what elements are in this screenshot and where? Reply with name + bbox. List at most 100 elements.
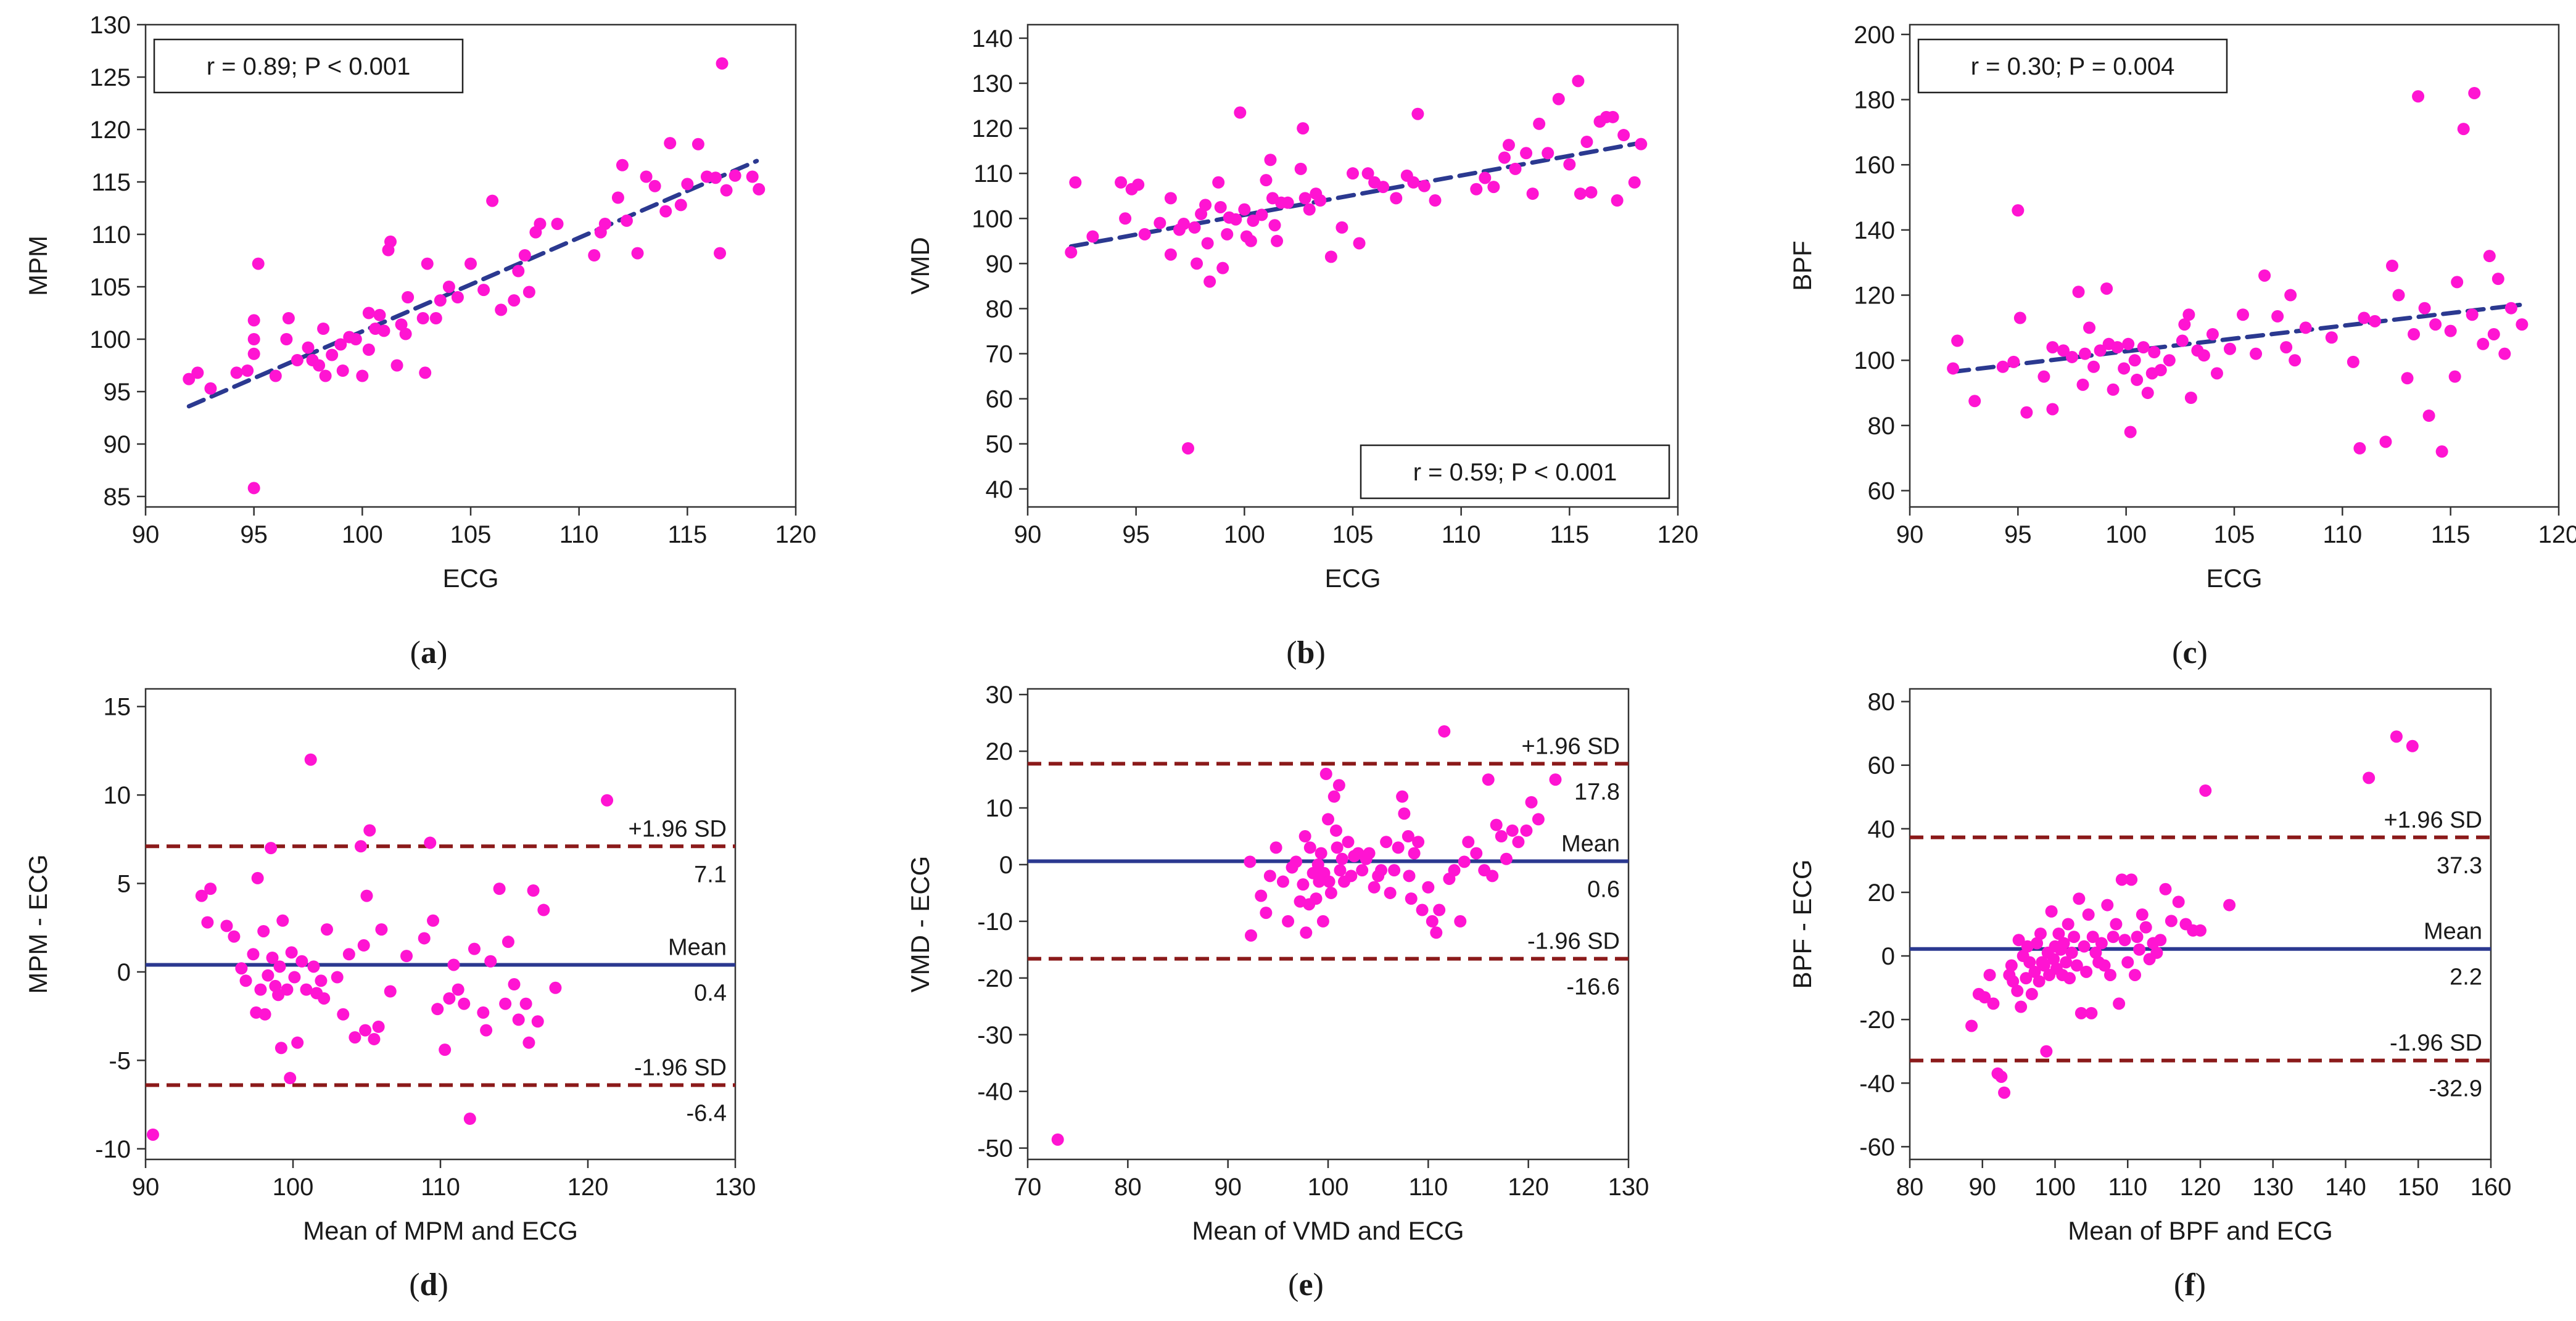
- data-point: [2021, 940, 2034, 953]
- data-point: [1405, 892, 1418, 905]
- data-point: [2172, 895, 2185, 908]
- data-point: [2020, 972, 2033, 985]
- data-point: [716, 57, 729, 70]
- data-point: [239, 974, 252, 987]
- x-tick-label: 90: [1214, 1174, 1242, 1201]
- data-point: [418, 932, 431, 945]
- data-point: [349, 333, 362, 345]
- data-point: [2176, 334, 2189, 347]
- data-point: [2363, 772, 2376, 784]
- data-point: [2408, 327, 2421, 340]
- data-point: [1416, 903, 1429, 916]
- data-point: [2444, 324, 2457, 337]
- data-point: [1329, 824, 1342, 837]
- data-point: [1458, 855, 1471, 868]
- data-point: [362, 344, 375, 356]
- y-axis-title: VMD - ECG: [906, 856, 935, 993]
- x-axis-title: ECG: [442, 564, 498, 593]
- data-point: [588, 249, 601, 261]
- data-point: [201, 916, 214, 929]
- data-point: [534, 218, 547, 230]
- data-point: [2194, 924, 2207, 937]
- data-point: [2083, 321, 2096, 334]
- y-tick-label: 125: [89, 64, 131, 91]
- x-tick-label: 100: [273, 1174, 314, 1201]
- data-point: [2379, 435, 2392, 448]
- data-point: [659, 205, 672, 218]
- data-point: [1245, 929, 1258, 942]
- data-point: [272, 989, 285, 1002]
- data-point: [378, 324, 390, 337]
- data-point: [2422, 409, 2435, 422]
- data-point: [1356, 864, 1369, 877]
- data-point: [2223, 342, 2236, 355]
- data-point: [2025, 987, 2038, 1000]
- y-tick-label: 80: [1868, 689, 1896, 716]
- data-point: [2113, 997, 2126, 1010]
- data-point: [512, 1013, 525, 1026]
- data-point: [2111, 341, 2124, 354]
- data-point: [1119, 212, 1132, 225]
- data-point: [254, 983, 267, 996]
- data-point: [295, 955, 308, 968]
- upper-limit-line-label: +1.96 SD: [1522, 733, 1620, 759]
- data-point: [1611, 194, 1624, 207]
- data-point: [1403, 870, 1416, 883]
- upper-limit-line-label: +1.96 SD: [629, 816, 727, 842]
- mean-line-value: 0.4: [694, 980, 727, 1006]
- data-point: [2107, 931, 2120, 944]
- y-tick-label: 20: [1868, 879, 1896, 907]
- data-point: [1181, 442, 1194, 455]
- data-point: [235, 962, 248, 975]
- data-point: [1368, 881, 1381, 894]
- data-point: [2047, 953, 2060, 966]
- data-point: [334, 338, 347, 351]
- data-point: [1384, 886, 1397, 899]
- y-tick-label: 60: [986, 386, 1013, 413]
- y-tick-label: -10: [95, 1136, 131, 1163]
- data-point: [2150, 946, 2163, 959]
- data-point: [2353, 442, 2366, 455]
- data-point: [2154, 934, 2167, 947]
- data-point: [611, 191, 624, 204]
- data-point: [1526, 187, 1539, 200]
- data-point: [2012, 934, 2025, 947]
- data-point: [463, 1113, 476, 1126]
- data-point: [2154, 364, 2167, 377]
- data-point: [2133, 943, 2146, 956]
- data-point: [288, 971, 301, 984]
- data-point: [1247, 214, 1260, 227]
- y-tick-label: 60: [1868, 478, 1896, 505]
- data-point: [2163, 354, 2176, 367]
- y-tick-label: 105: [89, 274, 131, 301]
- data-point: [674, 199, 687, 212]
- y-tick-label: 80: [986, 295, 1013, 323]
- data-point: [2110, 918, 2123, 931]
- data-point: [2074, 1006, 2087, 1019]
- y-tick-label: 115: [91, 169, 131, 196]
- x-tick-label: 150: [2398, 1174, 2439, 1201]
- data-point: [2448, 370, 2461, 383]
- data-point: [1448, 864, 1461, 877]
- regression-line: [186, 158, 759, 409]
- x-tick-label: 115: [667, 521, 707, 548]
- data-point: [2491, 273, 2504, 286]
- y-tick-label: 0: [1881, 943, 1895, 970]
- y-tick-label: 80: [1868, 413, 1896, 440]
- data-point: [2122, 337, 2135, 350]
- stat-text: r = 0.89; P < 0.001: [207, 53, 411, 80]
- data-point: [1606, 110, 1619, 123]
- data-point: [709, 171, 722, 184]
- data-point: [2429, 318, 2442, 331]
- y-tick-label: 160: [1854, 152, 1895, 179]
- data-point: [2129, 968, 2142, 981]
- data-point: [1490, 818, 1503, 831]
- data-point: [195, 889, 208, 902]
- data-point: [2037, 370, 2050, 383]
- mean-line-label: Mean: [668, 934, 727, 960]
- data-point: [2223, 899, 2236, 912]
- data-point: [2131, 373, 2144, 386]
- stat-text: r = 0.59; P < 0.001: [1413, 459, 1617, 486]
- data-point: [373, 308, 386, 321]
- data-point: [1244, 855, 1257, 868]
